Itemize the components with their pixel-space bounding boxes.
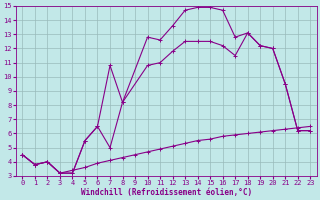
X-axis label: Windchill (Refroidissement éolien,°C): Windchill (Refroidissement éolien,°C) xyxy=(81,188,252,197)
